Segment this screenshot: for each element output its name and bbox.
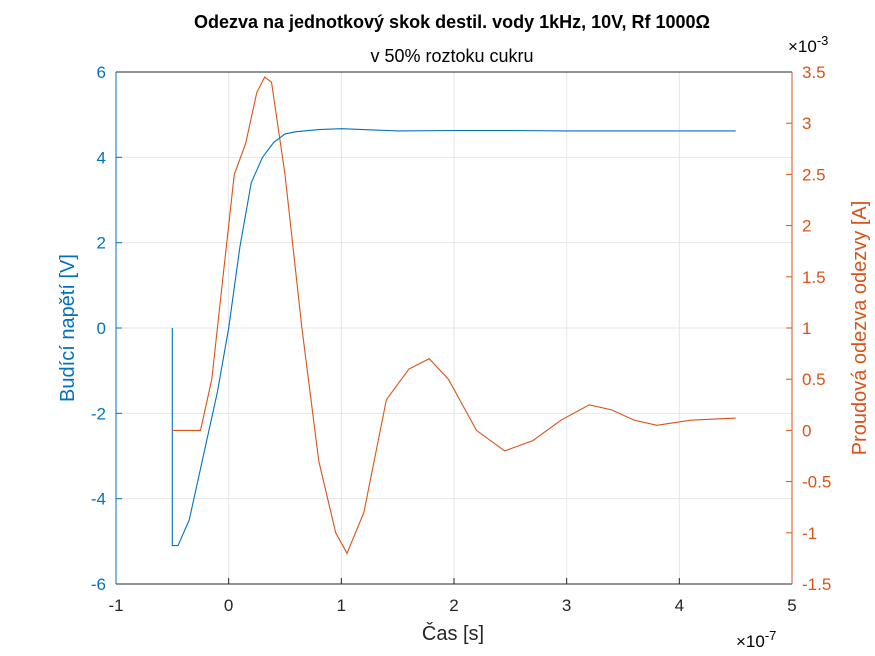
- chart-subtitle: v 50% roztoku cukru: [370, 46, 533, 66]
- left-tick-label: 0: [97, 319, 106, 338]
- left-tick-label: 4: [97, 148, 106, 167]
- right-tick-label: -1: [802, 524, 817, 543]
- right-tick-label: 1: [802, 319, 811, 338]
- right-axis-exponent: ×10-3: [788, 33, 828, 56]
- x-tick-label: 1: [337, 596, 346, 615]
- right-tick-label: 2: [802, 217, 811, 236]
- right-tick-label: 1.5: [802, 268, 826, 287]
- x-axis-exponent: ×10-7: [736, 628, 776, 651]
- right-tick-label: 0: [802, 421, 811, 440]
- right-tick-label: -0.5: [802, 473, 831, 492]
- x-tick-label: 3: [562, 596, 571, 615]
- right-tick-label: 0.5: [802, 370, 826, 389]
- x-tick-label: 0: [224, 596, 233, 615]
- tick-labels: -1 0 1 2 3 4 5 -6 -4 -2 0 2 4 6 -1.5 -1 -0.5 0 0.5 1 1.5 2 2.5…: [91, 63, 831, 615]
- x-tick-label: 5: [787, 596, 796, 615]
- series-line-current: [172, 76, 736, 555]
- left-tick-label: 6: [97, 63, 106, 82]
- right-tick-label: 3: [802, 114, 811, 133]
- right-axis-label: Proudová odezva odezvy [A]: [849, 201, 871, 456]
- x-tick-label: -1: [108, 596, 123, 615]
- x-tick-label: 2: [449, 596, 458, 615]
- left-tick-label: -4: [91, 490, 106, 509]
- right-tick-label: -1.5: [802, 575, 831, 594]
- left-axis-label: Budící napětí [V]: [57, 254, 79, 402]
- axes: [115, 71, 793, 585]
- left-tick-label: -2: [91, 404, 106, 423]
- series-layer: [171, 76, 736, 555]
- right-tick-label: 3.5: [802, 63, 826, 82]
- chart-title: Odezva na jednotkový skok destil. vody 1…: [194, 12, 710, 32]
- x-axis-label: Čas [s]: [422, 622, 484, 645]
- x-tick-label: 4: [675, 596, 684, 615]
- left-tick-label: -6: [91, 575, 106, 594]
- left-tick-label: 2: [97, 234, 106, 253]
- right-tick-label: 2.5: [802, 165, 826, 184]
